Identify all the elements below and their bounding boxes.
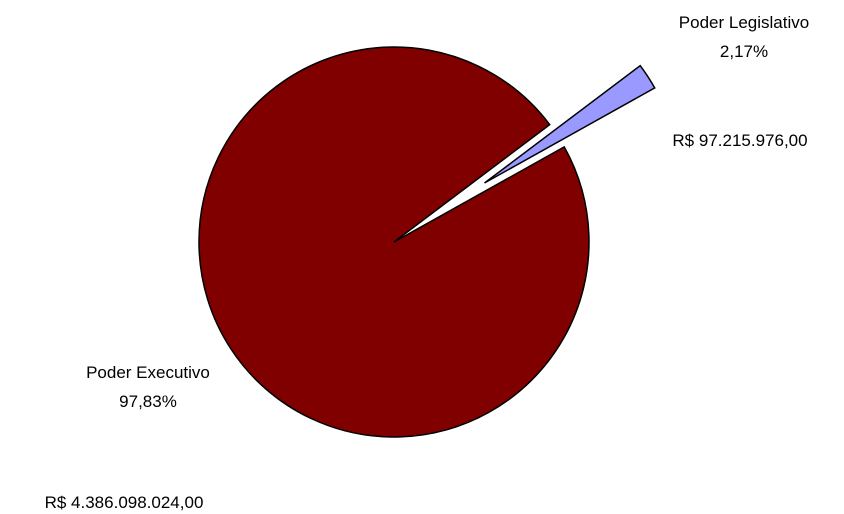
slice-label-executivo-percent: 97,83% [119,392,177,411]
pie-slice-executivo [198,46,590,438]
slice-label-legislativo-name: Poder Legislativo [679,13,809,32]
slice-label-legislativo-value: R$ 97.215.976,00 [672,131,807,150]
pie-slice-legislativo [484,64,656,184]
slice-label-executivo-value: R$ 4.386.098.024,00 [45,493,204,512]
pie-slices [198,46,656,438]
slice-label-executivo-name: Poder Executivo [86,363,210,382]
slice-label-legislativo-percent: 2,17% [720,42,768,61]
